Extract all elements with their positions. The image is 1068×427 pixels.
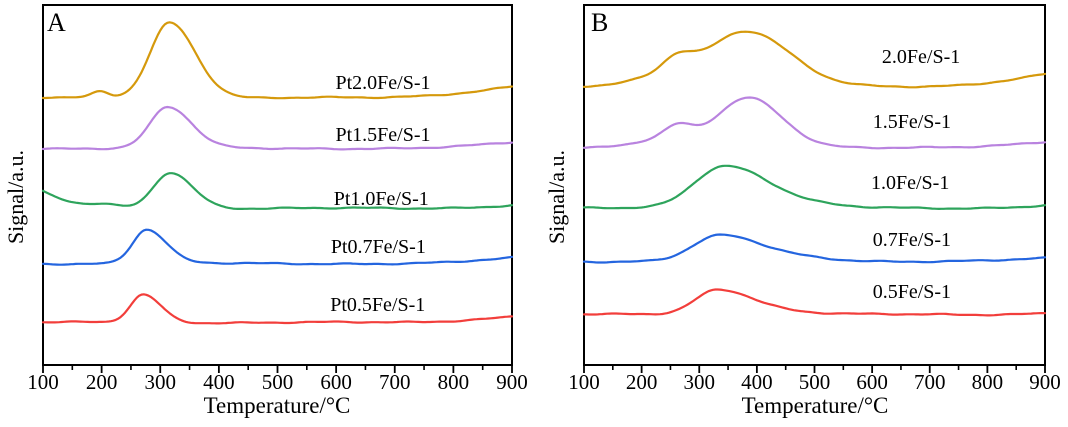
- panel-a-x-axis-title: Temperature/°C: [203, 393, 351, 418]
- curve-0.7Fe/S-1: [582, 233, 1047, 264]
- series-label-Pt1.0Fe/S-1: Pt1.0Fe/S-1: [334, 188, 429, 210]
- x-axis-tick-label: 700: [914, 370, 946, 394]
- series-label-Pt0.7Fe/S-1: Pt0.7Fe/S-1: [331, 236, 426, 258]
- x-axis-tick-label: 900: [1029, 370, 1061, 394]
- x-axis-tick-label: 500: [799, 370, 831, 394]
- panel-a-y-axis-title: Signal/a.u.: [3, 149, 28, 245]
- curve-1.5Fe/S-1: [582, 96, 1047, 150]
- x-axis-tick-label: 100: [27, 370, 59, 394]
- panel-a-letter: A: [47, 8, 66, 37]
- plot-frame: [583, 4, 1046, 366]
- x-axis-tick-label: 700: [379, 370, 411, 394]
- x-axis-tick-label: 300: [684, 370, 716, 394]
- x-axis-tick-label: 400: [203, 370, 235, 394]
- series-label-1.5Fe/S-1: 1.5Fe/S-1: [873, 111, 951, 133]
- x-axis-tick-label: 800: [438, 370, 470, 394]
- panel-b-x-axis-title: Temperature/°C: [741, 393, 889, 418]
- curve-Pt0.7Fe/S-1: [41, 228, 514, 266]
- series-label-2.0Fe/S-1: 2.0Fe/S-1: [882, 46, 960, 68]
- x-axis-tick-label: 100: [568, 370, 600, 394]
- x-axis-tick-label: 300: [145, 370, 177, 394]
- x-axis-tick-label: 500: [262, 370, 294, 394]
- curve-1.0Fe/S-1: [582, 164, 1047, 210]
- x-axis-tick-label: 900: [496, 370, 528, 394]
- series-label-0.5Fe/S-1: 0.5Fe/S-1: [873, 281, 951, 303]
- curve-Pt1.0Fe/S-1: [41, 172, 514, 210]
- panel-b-y-axis-title: Signal/a.u.: [544, 149, 569, 245]
- panel-a-plot: 100 200 300 400 500 600 700 800 900 Pt2.0Fe/S-1 Pt…: [27, 4, 528, 394]
- curve-Pt0.5Fe/S-1: [41, 293, 514, 325]
- series-label-Pt1.5Fe/S-1: Pt1.5Fe/S-1: [336, 124, 431, 146]
- panel-b-letter: B: [591, 8, 609, 37]
- panel-b-plot: 100 200 300 400 500 600 700 800 900 2.0Fe/S-1 1.5F…: [568, 4, 1061, 394]
- curve-Pt1.5Fe/S-1: [41, 105, 514, 151]
- x-axis-tick-label: 800: [972, 370, 1004, 394]
- curve-2.0Fe/S-1: [582, 30, 1047, 89]
- curve-Pt2.0Fe/S-1: [41, 21, 514, 100]
- series-label-1.0Fe/S-1: 1.0Fe/S-1: [871, 172, 949, 194]
- series-label-0.7Fe/S-1: 0.7Fe/S-1: [873, 229, 951, 251]
- x-axis-tick-label: 200: [86, 370, 118, 394]
- x-axis-tick-label: 600: [856, 370, 888, 394]
- series-label-Pt0.5Fe/S-1: Pt0.5Fe/S-1: [330, 294, 425, 316]
- x-axis-tick-label: 400: [741, 370, 773, 394]
- curve-0.5Fe/S-1: [582, 288, 1047, 317]
- plot-frame: [42, 4, 513, 366]
- series-label-Pt2.0Fe/S-1: Pt2.0Fe/S-1: [336, 72, 431, 94]
- x-axis-tick-label: 200: [626, 370, 658, 394]
- x-axis-tick-label: 600: [320, 370, 352, 394]
